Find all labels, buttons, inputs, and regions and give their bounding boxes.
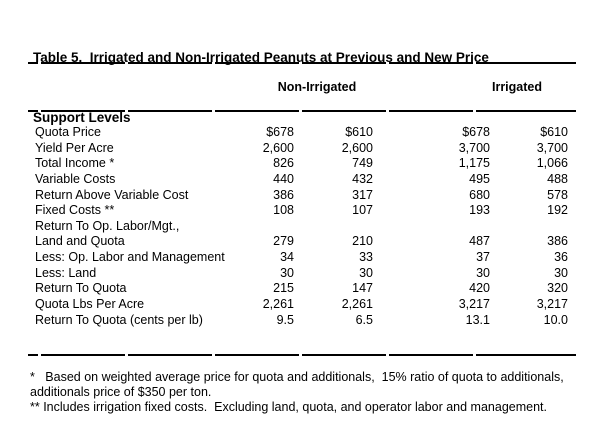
value-cell: 432 [352,171,373,186]
value-cell: 495 [469,171,490,186]
table-row: Quota Lbs Per Acre 2,261 2,261 3,217 3,217 [0,297,615,313]
row-label: Return Above Variable Cost [35,187,189,202]
table-row: Return To Quota 215 147 420 320 [0,281,615,297]
value-cell: 147 [352,281,373,296]
value-cell: 317 [352,187,373,202]
table-row: Yield Per Acre 2,600 2,600 3,700 3,700 [0,141,615,157]
table-row: Total Income * 826 749 1,175 1,066 [0,156,615,172]
value-cell: 826 [273,156,294,171]
data-table: Quota Price $678 $610 $678 $610 Yield Per Acr… [0,125,615,328]
row-label: Less: Land [35,265,97,280]
row-label: Return To Op. Labor/Mgt., [35,218,180,233]
value-cell: 488 [547,171,568,186]
value-cell: 215 [273,281,294,296]
value-cell: 680 [469,187,490,202]
value-cell: 1,175 [458,156,490,171]
value-cell: 3,217 [536,297,568,312]
value-cell: 108 [273,203,294,218]
value-cell: 2,261 [341,297,373,312]
value-cell: 9.5 [276,312,294,327]
horizontal-rule-top [28,62,576,64]
value-cell: 193 [469,203,490,218]
footnote-line: additionals price of $350 per ton. [30,385,212,400]
value-cell: 192 [547,203,568,218]
horizontal-rule-bottom [28,354,576,356]
value-cell: 33 [359,250,373,265]
value-cell: 6.5 [355,312,373,327]
table-row: Land and Quota 279 210 487 386 [0,234,615,250]
value-cell: 386 [273,187,294,202]
value-cell: 1,066 [536,156,568,171]
footnote-line: ** Includes irrigation fixed costs. Excl… [30,400,547,415]
value-cell: 2,600 [262,140,294,155]
value-cell: 279 [273,234,294,249]
row-label: Less: Op. Labor and Management [35,250,225,265]
value-cell: $678 [462,125,490,139]
footnotes: * Based on weighted average price for qu… [30,370,615,416]
value-cell: 37 [476,250,490,265]
table-row: Variable Costs 440 432 495 488 [0,172,615,188]
column-group-header-non-irrigated: Non-Irrigated [277,80,357,94]
value-cell: 3,700 [458,140,490,155]
value-cell: 440 [273,171,294,186]
value-cell: 578 [547,187,568,202]
table-row: Return Above Variable Cost 386 317 680 578 [0,188,615,204]
row-label: Yield Per Acre [35,140,114,155]
table-title-line2: Support Levels [33,110,131,125]
row-label: Return To Quota (cents per lb) [35,312,203,327]
table-row: Fixed Costs ** 108 107 193 192 [0,203,615,219]
table-row: Less: Op. Labor and Management 34 33 37 36 [0,250,615,266]
value-cell: 2,600 [341,140,373,155]
value-cell: $678 [266,125,294,139]
row-label: Quota Price [35,125,102,139]
value-cell: $610 [345,125,373,139]
value-cell: 320 [547,281,568,296]
row-label: Fixed Costs ** [35,203,115,218]
value-cell: 10.0 [543,312,568,327]
row-label: Total Income * [35,156,115,171]
table-row: Less: Land 30 30 30 30 [0,266,615,282]
value-cell: 30 [554,265,568,280]
column-group-header-irrigated: Irrigated [491,80,542,94]
row-label: Land and Quota [35,234,125,249]
value-cell: 36 [554,250,568,265]
table-row: Return To Op. Labor/Mgt., [0,219,615,235]
value-cell: 487 [469,234,490,249]
table-title: Table 5. Irrigated and Non-Irrigated Pea… [33,8,489,168]
footnote-line: * Based on weighted average price for qu… [30,370,564,384]
table-title-line1: Table 5. Irrigated and Non-Irrigated Pea… [33,50,489,65]
value-cell: 34 [280,250,294,265]
value-cell: 13.1 [465,312,490,327]
horizontal-rule-middle [28,110,576,112]
value-cell: 3,217 [458,297,490,312]
value-cell: 386 [547,234,568,249]
table-row: Return To Quota (cents per lb) 9.5 6.5 13.1… [0,313,615,329]
value-cell: 749 [352,156,373,171]
value-cell: 3,700 [536,140,568,155]
row-label: Return To Quota [35,281,127,296]
value-cell: $610 [540,125,568,139]
row-label: Variable Costs [35,171,116,186]
value-cell: 30 [280,265,294,280]
value-cell: 30 [359,265,373,280]
value-cell: 210 [352,234,373,249]
value-cell: 2,261 [262,297,294,312]
table-row: Quota Price $678 $610 $678 $610 [0,125,615,141]
row-label: Quota Lbs Per Acre [35,297,145,312]
value-cell: 107 [352,203,373,218]
value-cell: 420 [469,281,490,296]
value-cell: 30 [476,265,490,280]
